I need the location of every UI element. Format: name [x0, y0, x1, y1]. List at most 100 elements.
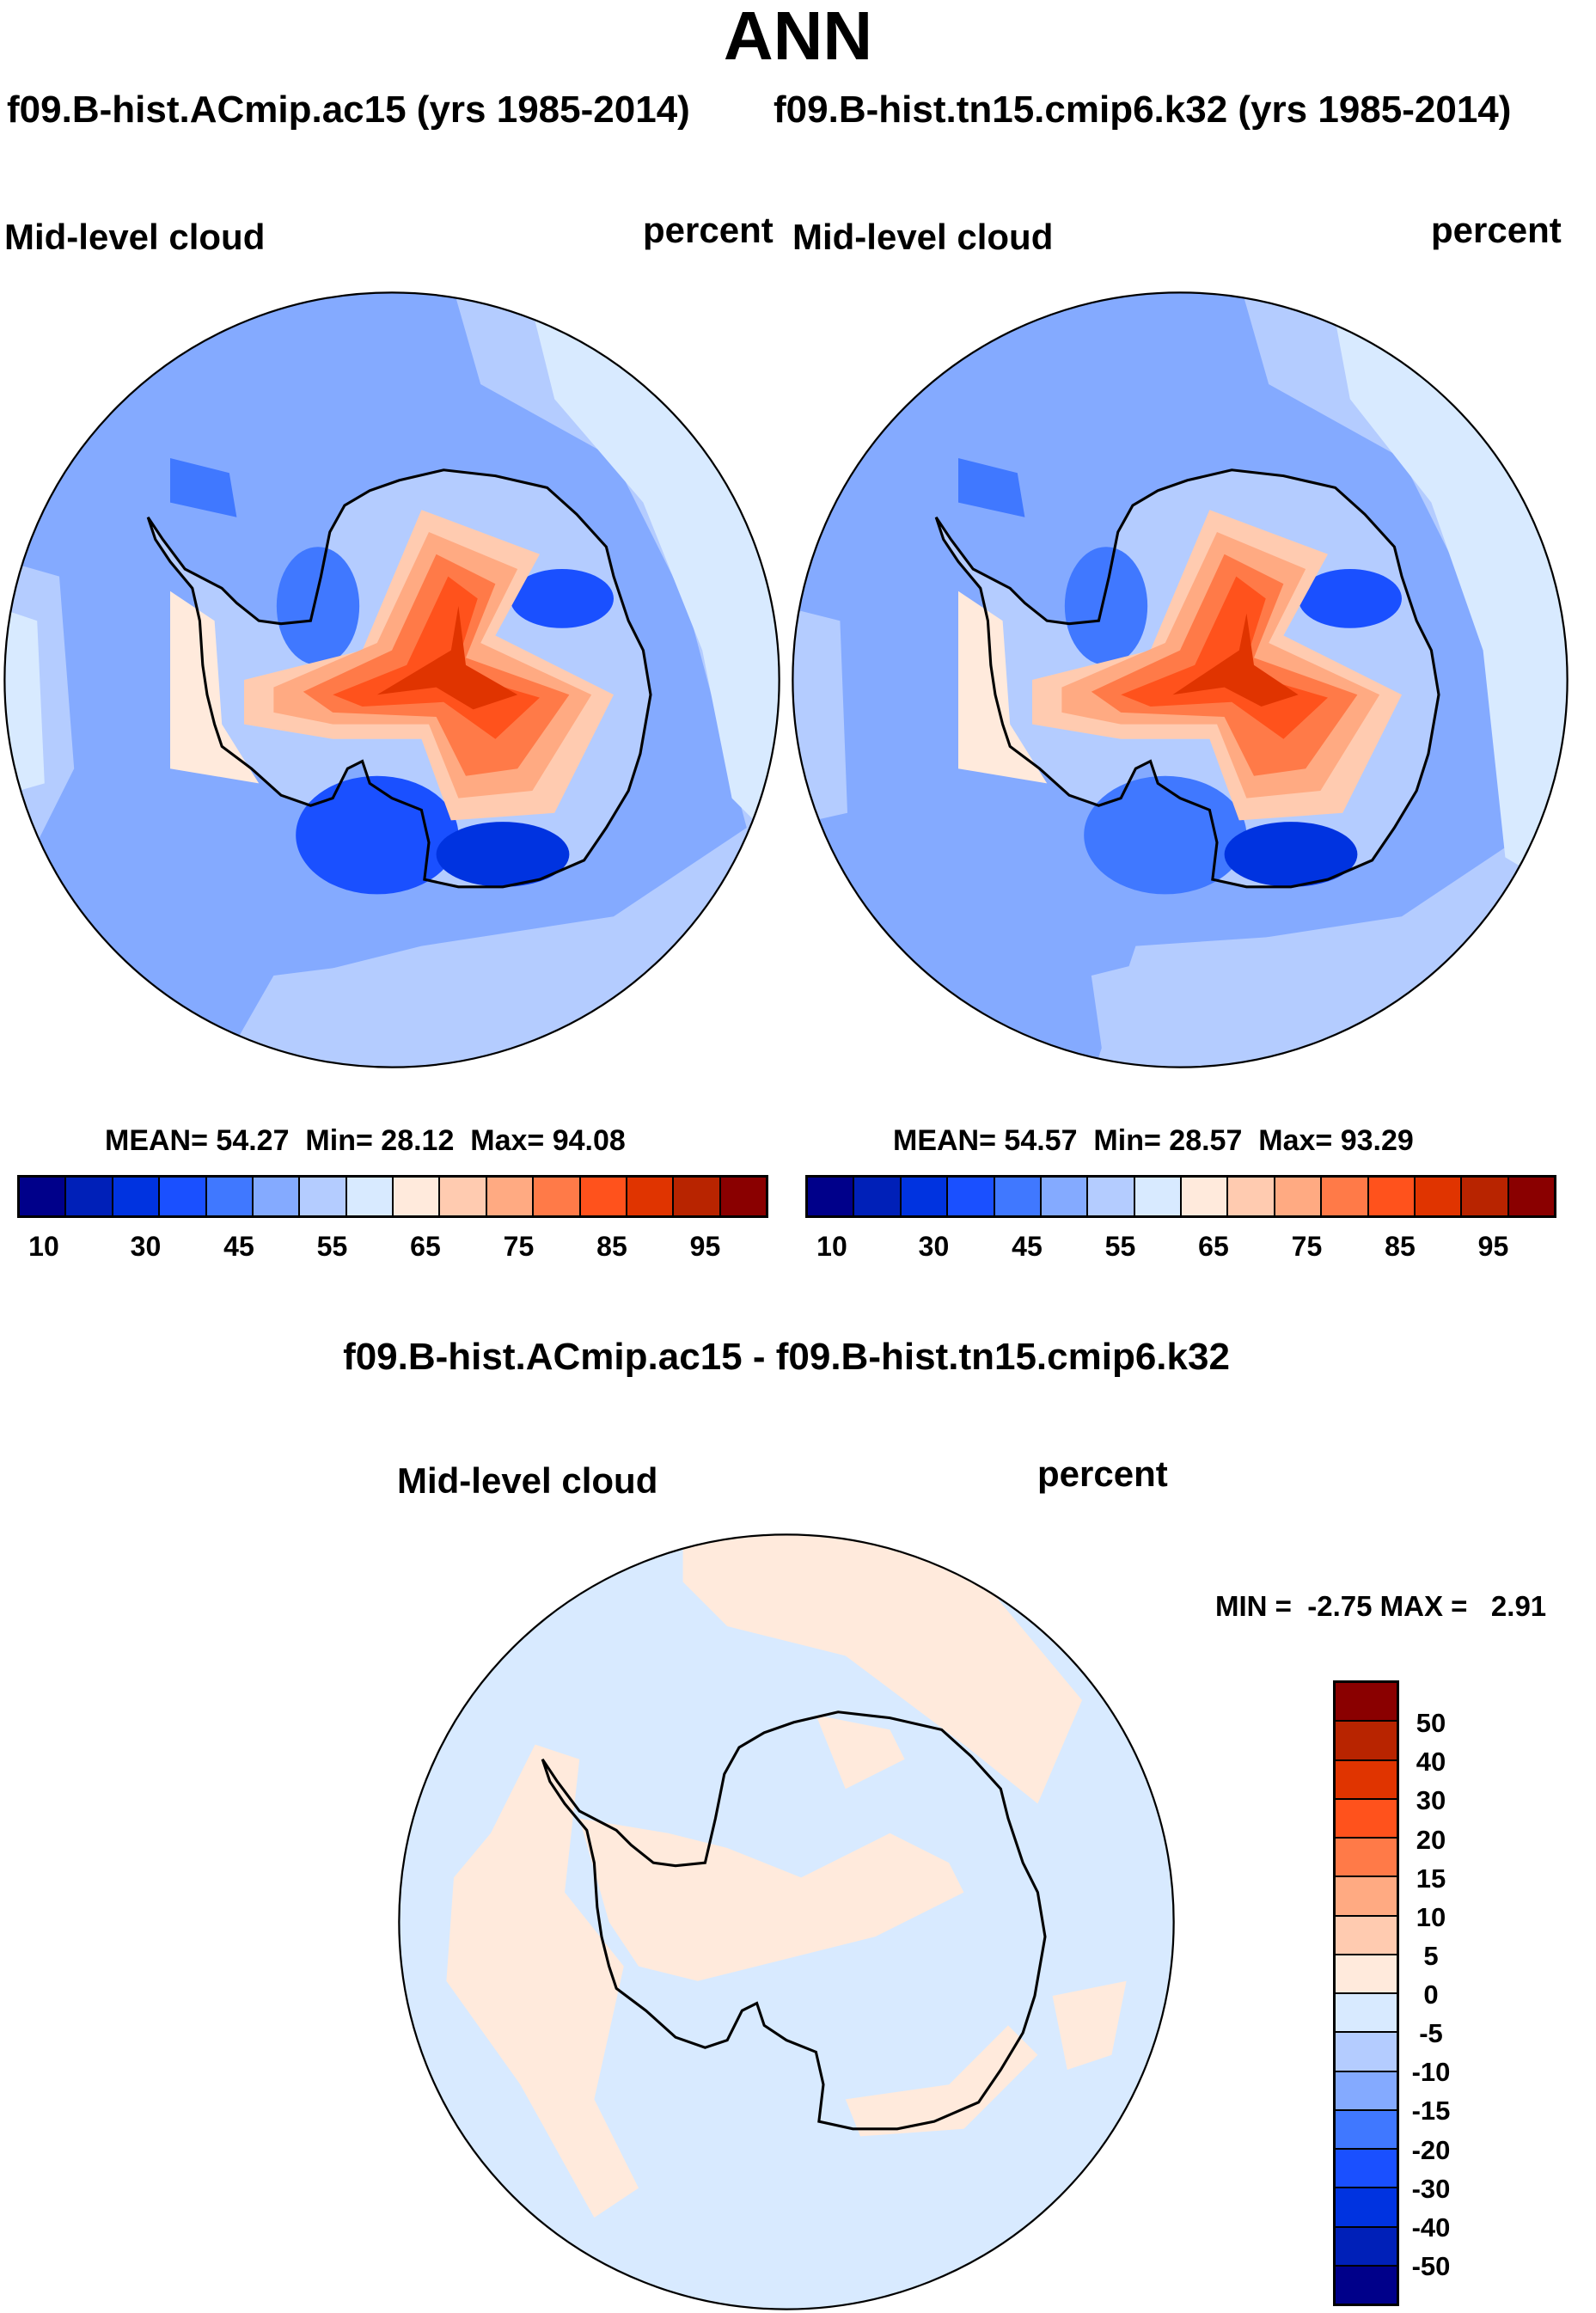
min-value: 28.12: [381, 1124, 455, 1157]
difference-minmax: MIN = -2.75 MAX = 2.91: [1215, 1590, 1547, 1622]
colorbar-label: 30: [130, 1231, 162, 1262]
mean-value: 54.27: [216, 1124, 290, 1157]
colorbar-label: 15: [1416, 1863, 1446, 1894]
colorbar-box: [1336, 2227, 1397, 2267]
colorbar-box: [1336, 1877, 1397, 1917]
colorbar-box: [627, 1178, 675, 1215]
colorbar-box: [580, 1178, 627, 1215]
panel2-units: percent: [1431, 210, 1562, 250]
colorbar-box: [1182, 1178, 1229, 1215]
colorbar-label: 0: [1423, 1980, 1439, 2010]
panel1-stats: MEAN= 54.27 Min= 28.12 Max= 94.08: [105, 1126, 626, 1155]
colorbar-box: [854, 1178, 902, 1215]
colorbar-box: [808, 1178, 855, 1215]
panel1-map: [3, 291, 780, 1068]
panel2-stats: MEAN= 54.57 Min= 28.57 Max= 93.29: [893, 1126, 1414, 1155]
colorbar-label: 85: [1385, 1231, 1416, 1262]
panel2-case-title: f09.B-hist.tn15.cmip6.k32 (yrs 1985-2014…: [774, 89, 1512, 131]
colorbar-box: [948, 1178, 995, 1215]
colorbar-label: 10: [28, 1231, 59, 1262]
colorbar-box: [1336, 2033, 1397, 2072]
difference-colorbar: [1333, 1680, 1399, 2306]
colorbar-label: -40: [1411, 2212, 1451, 2243]
panel2-interior-maximum: [1032, 510, 1402, 821]
colorbar-label: 10: [816, 1231, 847, 1262]
colorbar-label: 75: [1291, 1231, 1323, 1262]
max-label: Max=: [1258, 1124, 1333, 1157]
colorbar-label: 55: [316, 1231, 348, 1262]
colorbar-label: 30: [1416, 1785, 1446, 1816]
colorbar-label: 75: [503, 1231, 535, 1262]
panel1-colorbar: [17, 1175, 768, 1218]
colorbar-label: 65: [1198, 1231, 1229, 1262]
colorbar-box: [1275, 1178, 1323, 1215]
colorbar-label: 40: [1416, 1747, 1446, 1778]
colorbar-box: [720, 1178, 766, 1215]
colorbar-box: [113, 1178, 161, 1215]
colorbar-label: -50: [1411, 2250, 1451, 2281]
colorbar-box: [1336, 2071, 1397, 2111]
colorbar-box: [1336, 2266, 1397, 2304]
colorbar-box: [994, 1178, 1042, 1215]
colorbar-box: [1041, 1178, 1089, 1215]
colorbar-box: [66, 1178, 113, 1215]
max-label: Max=: [470, 1124, 545, 1157]
colorbar-box: [1336, 1916, 1397, 1955]
colorbar-box: [1088, 1178, 1135, 1215]
colorbar-box: [346, 1178, 394, 1215]
colorbar-box: [1336, 2150, 1397, 2189]
colorbar-label: 65: [410, 1231, 441, 1262]
colorbar-label: 30: [918, 1231, 950, 1262]
colorbar-box: [674, 1178, 721, 1215]
colorbar-box: [1336, 1839, 1397, 1878]
colorbar-label: -15: [1411, 2096, 1451, 2126]
colorbar-label: 55: [1104, 1231, 1136, 1262]
max-value: 94.08: [552, 1124, 626, 1157]
colorbar-box: [20, 1178, 67, 1215]
colorbar-box: [1336, 2188, 1397, 2228]
colorbar-box: [160, 1178, 207, 1215]
max-value: 93.29: [1340, 1124, 1414, 1157]
colorbar-box: [1415, 1178, 1463, 1215]
min-value: 28.57: [1169, 1124, 1243, 1157]
panel1-interior-maximum: [244, 510, 614, 821]
colorbar-box: [1336, 1799, 1397, 1839]
difference-units: percent: [1037, 1453, 1168, 1494]
colorbar-box: [440, 1178, 487, 1215]
colorbar-box: [1336, 1683, 1397, 1723]
difference-title: f09.B-hist.ACmip.ac15 - f09.B-hist.tn15.…: [343, 1336, 1230, 1378]
colorbar-box: [394, 1178, 441, 1215]
colorbar-box: [486, 1178, 535, 1215]
colorbar-box: [534, 1178, 581, 1215]
difference-variable: Mid-level cloud: [397, 1460, 658, 1501]
colorbar-box: [1368, 1178, 1416, 1215]
colorbar-box: [1336, 1760, 1397, 1800]
colorbar-box: [1228, 1178, 1275, 1215]
colorbar-box: [1322, 1178, 1369, 1215]
mean-label: MEAN=: [105, 1124, 208, 1157]
colorbar-box: [253, 1178, 301, 1215]
min-label: Min=: [1093, 1124, 1161, 1157]
colorbar-box: [901, 1178, 949, 1215]
panel2-map: [792, 291, 1568, 1068]
difference-map: [398, 1533, 1175, 2310]
plot-title: ANN: [723, 0, 873, 74]
mean-label: MEAN=: [893, 1124, 996, 1157]
colorbar-label: 45: [1012, 1231, 1043, 1262]
colorbar-label: 95: [1477, 1231, 1509, 1262]
colorbar-box: [1336, 2110, 1397, 2150]
colorbar-box: [206, 1178, 254, 1215]
colorbar-label: 85: [596, 1231, 627, 1262]
panel1-case-title: f09.B-hist.ACmip.ac15 (yrs 1985-2014): [7, 89, 690, 131]
panel2-variable: Mid-level cloud: [792, 217, 1054, 257]
colorbar-label: -5: [1419, 2018, 1443, 2049]
colorbar-box: [1462, 1178, 1509, 1215]
colorbar-label: 10: [1416, 1901, 1446, 1932]
colorbar-label: 5: [1423, 1940, 1439, 1971]
mean-value: 54.57: [1004, 1124, 1078, 1157]
colorbar-label: 50: [1416, 1708, 1446, 1739]
colorbar-label: 95: [689, 1231, 721, 1262]
colorbar-box: [1336, 1955, 1397, 1994]
panel1-variable: Mid-level cloud: [4, 217, 266, 257]
